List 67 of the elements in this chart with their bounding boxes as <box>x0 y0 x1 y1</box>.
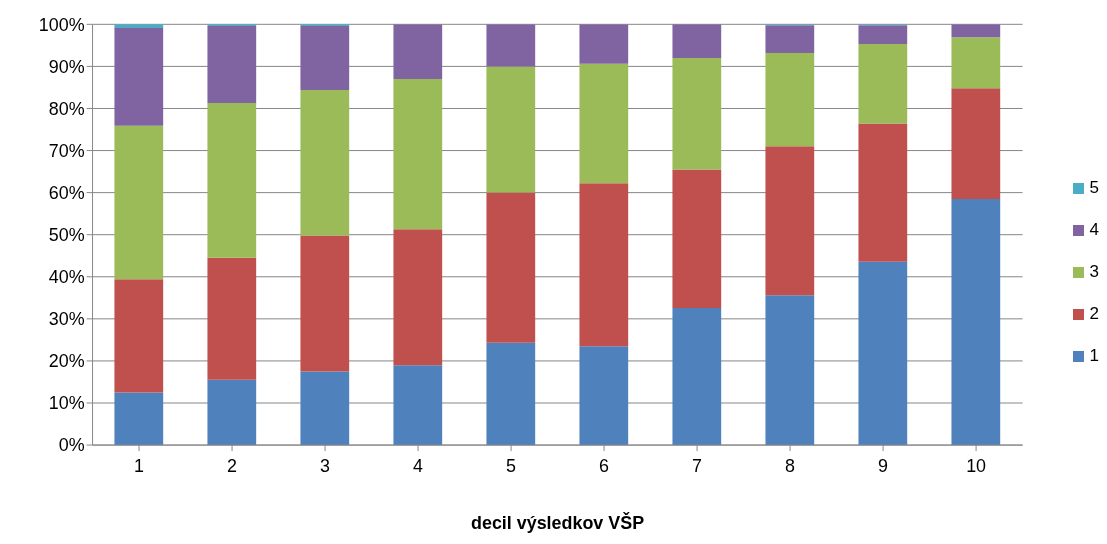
bar <box>672 24 722 58</box>
legend-label: 4 <box>1089 220 1099 240</box>
bar <box>951 24 1001 38</box>
y-tick-label: 100% <box>38 14 85 35</box>
bar <box>765 146 815 296</box>
bar <box>579 183 629 347</box>
y-tick-label: 30% <box>48 309 85 330</box>
x-tick-label: 10 <box>966 455 987 476</box>
bar <box>486 66 536 193</box>
bar <box>672 169 722 308</box>
x-tick-label: 6 <box>599 455 610 476</box>
bar <box>765 52 815 147</box>
bar <box>393 229 443 366</box>
bar <box>114 125 164 280</box>
bar <box>114 279 164 393</box>
bar <box>486 24 536 67</box>
bar <box>393 24 443 80</box>
y-tick-label: 50% <box>48 225 85 246</box>
bar <box>486 192 536 343</box>
y-tick-label: 40% <box>48 267 85 288</box>
bar <box>951 88 1001 199</box>
bar <box>579 63 629 184</box>
bar <box>393 365 443 446</box>
bar <box>207 257 257 380</box>
x-axis-title: decil výsledkov VŠP <box>471 511 645 533</box>
bar <box>672 307 722 446</box>
legend-label: 5 <box>1089 178 1099 198</box>
x-tick-label: 4 <box>413 455 424 476</box>
bar <box>858 261 908 446</box>
bar <box>114 392 164 446</box>
bar <box>951 198 1001 446</box>
y-tick-label: 90% <box>48 56 85 77</box>
bar <box>951 37 1001 89</box>
x-tick-label: 1 <box>134 455 145 476</box>
bar <box>393 79 443 230</box>
bar <box>300 235 350 372</box>
bar <box>114 28 164 126</box>
x-tick-label: 3 <box>320 455 331 476</box>
bar <box>579 346 629 446</box>
bar <box>207 26 257 103</box>
x-tick-label: 9 <box>878 455 889 476</box>
legend-label: 1 <box>1089 346 1099 366</box>
legend-label: 3 <box>1089 262 1099 282</box>
bar <box>858 44 908 124</box>
bar <box>858 123 908 262</box>
bar <box>486 342 536 446</box>
x-tick-label: 7 <box>692 455 703 476</box>
bar <box>207 379 257 446</box>
y-tick-label: 60% <box>48 182 85 203</box>
bar <box>858 25 908 45</box>
bar <box>765 25 815 53</box>
bar <box>300 26 350 90</box>
bar <box>765 295 815 446</box>
x-tick-label: 5 <box>506 455 517 476</box>
legend-label: 2 <box>1089 304 1099 324</box>
bar <box>300 89 350 236</box>
y-tick-label: 70% <box>48 140 85 161</box>
y-tick-label: 20% <box>48 351 85 372</box>
y-tick-label: 0% <box>58 435 85 456</box>
bar <box>579 24 629 64</box>
bar <box>300 371 350 446</box>
bar <box>207 103 257 258</box>
bar <box>672 57 722 170</box>
x-tick-label: 8 <box>785 455 796 476</box>
y-tick-label: 10% <box>48 393 85 414</box>
y-tick-label: 80% <box>48 98 85 119</box>
x-tick-label: 2 <box>227 455 238 476</box>
